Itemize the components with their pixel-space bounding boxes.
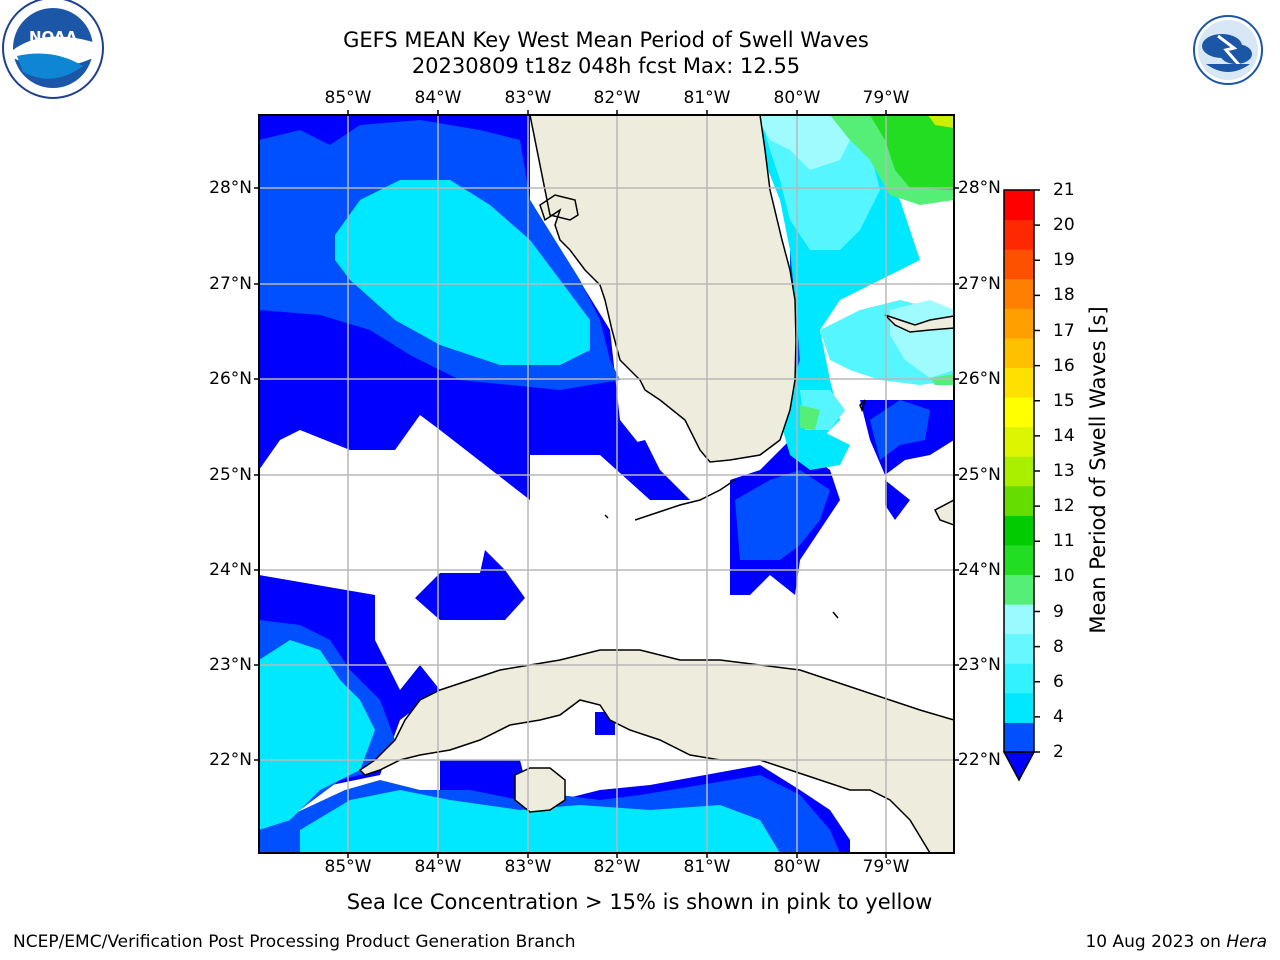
colorbar-segment [1004, 397, 1034, 428]
footer-host: Hera [1226, 932, 1267, 952]
colorbar-segment [1004, 515, 1034, 546]
lat-tick-label-left: 26°N [209, 369, 252, 389]
lon-tick-label-bottom: 83°W [504, 857, 552, 877]
swell-field-12-13 [928, 115, 954, 128]
lon-tick-label-bottom: 79°W [862, 857, 910, 877]
lon-tick-label-top: 82°W [593, 88, 641, 108]
colorbar-tick-label: 21 [1053, 180, 1075, 200]
lon-tick-label-bottom: 85°W [324, 857, 372, 877]
lon-tick-label-top: 85°W [324, 88, 372, 108]
colorbar-segment [1004, 456, 1034, 487]
colorbar-segment [1004, 574, 1034, 605]
colorbar-segment [1004, 633, 1034, 664]
lon-tick-label-bottom: 84°W [414, 857, 462, 877]
colorbar-segment [1004, 337, 1034, 368]
colorbar-tick-label: 11 [1053, 531, 1075, 552]
colorbar-segment [1004, 278, 1034, 309]
lon-tick-label-bottom: 82°W [593, 857, 641, 877]
colorbar-tick-label: 6 [1053, 671, 1064, 692]
colorbar-tick-label: 19 [1053, 250, 1075, 271]
lat-tick-label-right: 23°N [958, 655, 1001, 675]
colorbar-tick-label: 15 [1053, 390, 1075, 411]
colorbar-tick-label: 20 [1053, 215, 1075, 236]
lat-tick-label-right: 27°N [958, 274, 1001, 294]
map-title: GEFS MEAN Key West Mean Period of Swell … [343, 28, 869, 52]
florida-land [529, 115, 797, 463]
lat-tick-label-left: 24°N [209, 560, 252, 580]
lat-tick-label-right: 28°N [958, 178, 1001, 198]
map-subtitle-run: 20230809 t18z 048h fcst Max: 12.55 [411, 54, 801, 78]
swell-field-11-12 [870, 115, 954, 190]
colorbar [1002, 189, 1040, 782]
colorbar-segment [1004, 426, 1034, 457]
map-frame [258, 114, 955, 854]
axis-ticks [254, 110, 959, 858]
lon-tick-label-top: 80°W [773, 88, 821, 108]
colorbar-segment [1004, 219, 1034, 250]
sea-ice-note: Sea Ice Concentration > 15% is shown in … [346, 890, 933, 914]
colorbar-label: Mean Period of Swell Waves [s] [1086, 306, 1110, 634]
colorbar-tick-label: 12 [1053, 496, 1075, 517]
colorbar-segment [1004, 722, 1034, 753]
colorbar-segment [1004, 604, 1034, 635]
lat-tick-label-right: 26°N [958, 369, 1001, 389]
lon-tick-label-top: 84°W [414, 88, 462, 108]
footer-date: 10 Aug 2023 on Hera [1085, 932, 1267, 952]
colorbar-segment [1004, 692, 1034, 723]
colorbar-tick-label: 13 [1053, 461, 1075, 481]
lat-tick-label-right: 25°N [958, 465, 1001, 485]
lat-tick-label-left: 28°N [209, 178, 252, 198]
lon-tick-label-top: 83°W [504, 88, 552, 108]
colorbar-segment [1004, 190, 1034, 221]
lat-tick-label-left: 23°N [209, 655, 252, 675]
lon-tick-label-bottom: 81°W [683, 857, 731, 877]
colorbar-tick-label: 16 [1053, 355, 1075, 376]
colorbar-segment [1004, 544, 1034, 576]
colorbar-segment [1004, 308, 1034, 339]
colorbar-tick-label: 14 [1053, 425, 1075, 446]
isla-juventud-land [514, 767, 566, 813]
lat-tick-label-left: 25°N [209, 465, 252, 485]
colorbar-tick-label: 4 [1053, 706, 1064, 727]
cuba-land [358, 649, 954, 853]
colorbar-segment [1004, 485, 1034, 516]
colorbar-tick-label: 10 [1053, 566, 1075, 587]
colorbar-tick-label: 2 [1053, 742, 1064, 762]
graticule [259, 115, 954, 853]
lon-tick-label-top: 81°W [683, 88, 731, 108]
colorbar-tick-label: 9 [1053, 601, 1064, 622]
lat-tick-label-left: 22°N [209, 750, 252, 770]
lat-tick-label-right: 22°N [958, 750, 1001, 770]
lon-tick-label-bottom: 80°W [773, 857, 821, 877]
colorbar-segment [1004, 249, 1034, 280]
colorbar-under-extension [1002, 751, 1036, 782]
colorbar-segment [1004, 367, 1034, 398]
lat-tick-label-right: 24°N [958, 560, 1001, 580]
bahamas-land [884, 314, 954, 333]
colorbar-tick-label: 18 [1053, 285, 1075, 306]
colorbar-segment [1004, 663, 1034, 694]
colorbar-tick-label: 17 [1053, 320, 1075, 341]
colorbar-tick-label: 8 [1053, 636, 1064, 657]
footer-credit: NCEP/EMC/Verification Post Processing Pr… [13, 932, 576, 952]
lat-tick-label-left: 27°N [209, 274, 252, 294]
lon-tick-label-top: 79°W [862, 88, 910, 108]
